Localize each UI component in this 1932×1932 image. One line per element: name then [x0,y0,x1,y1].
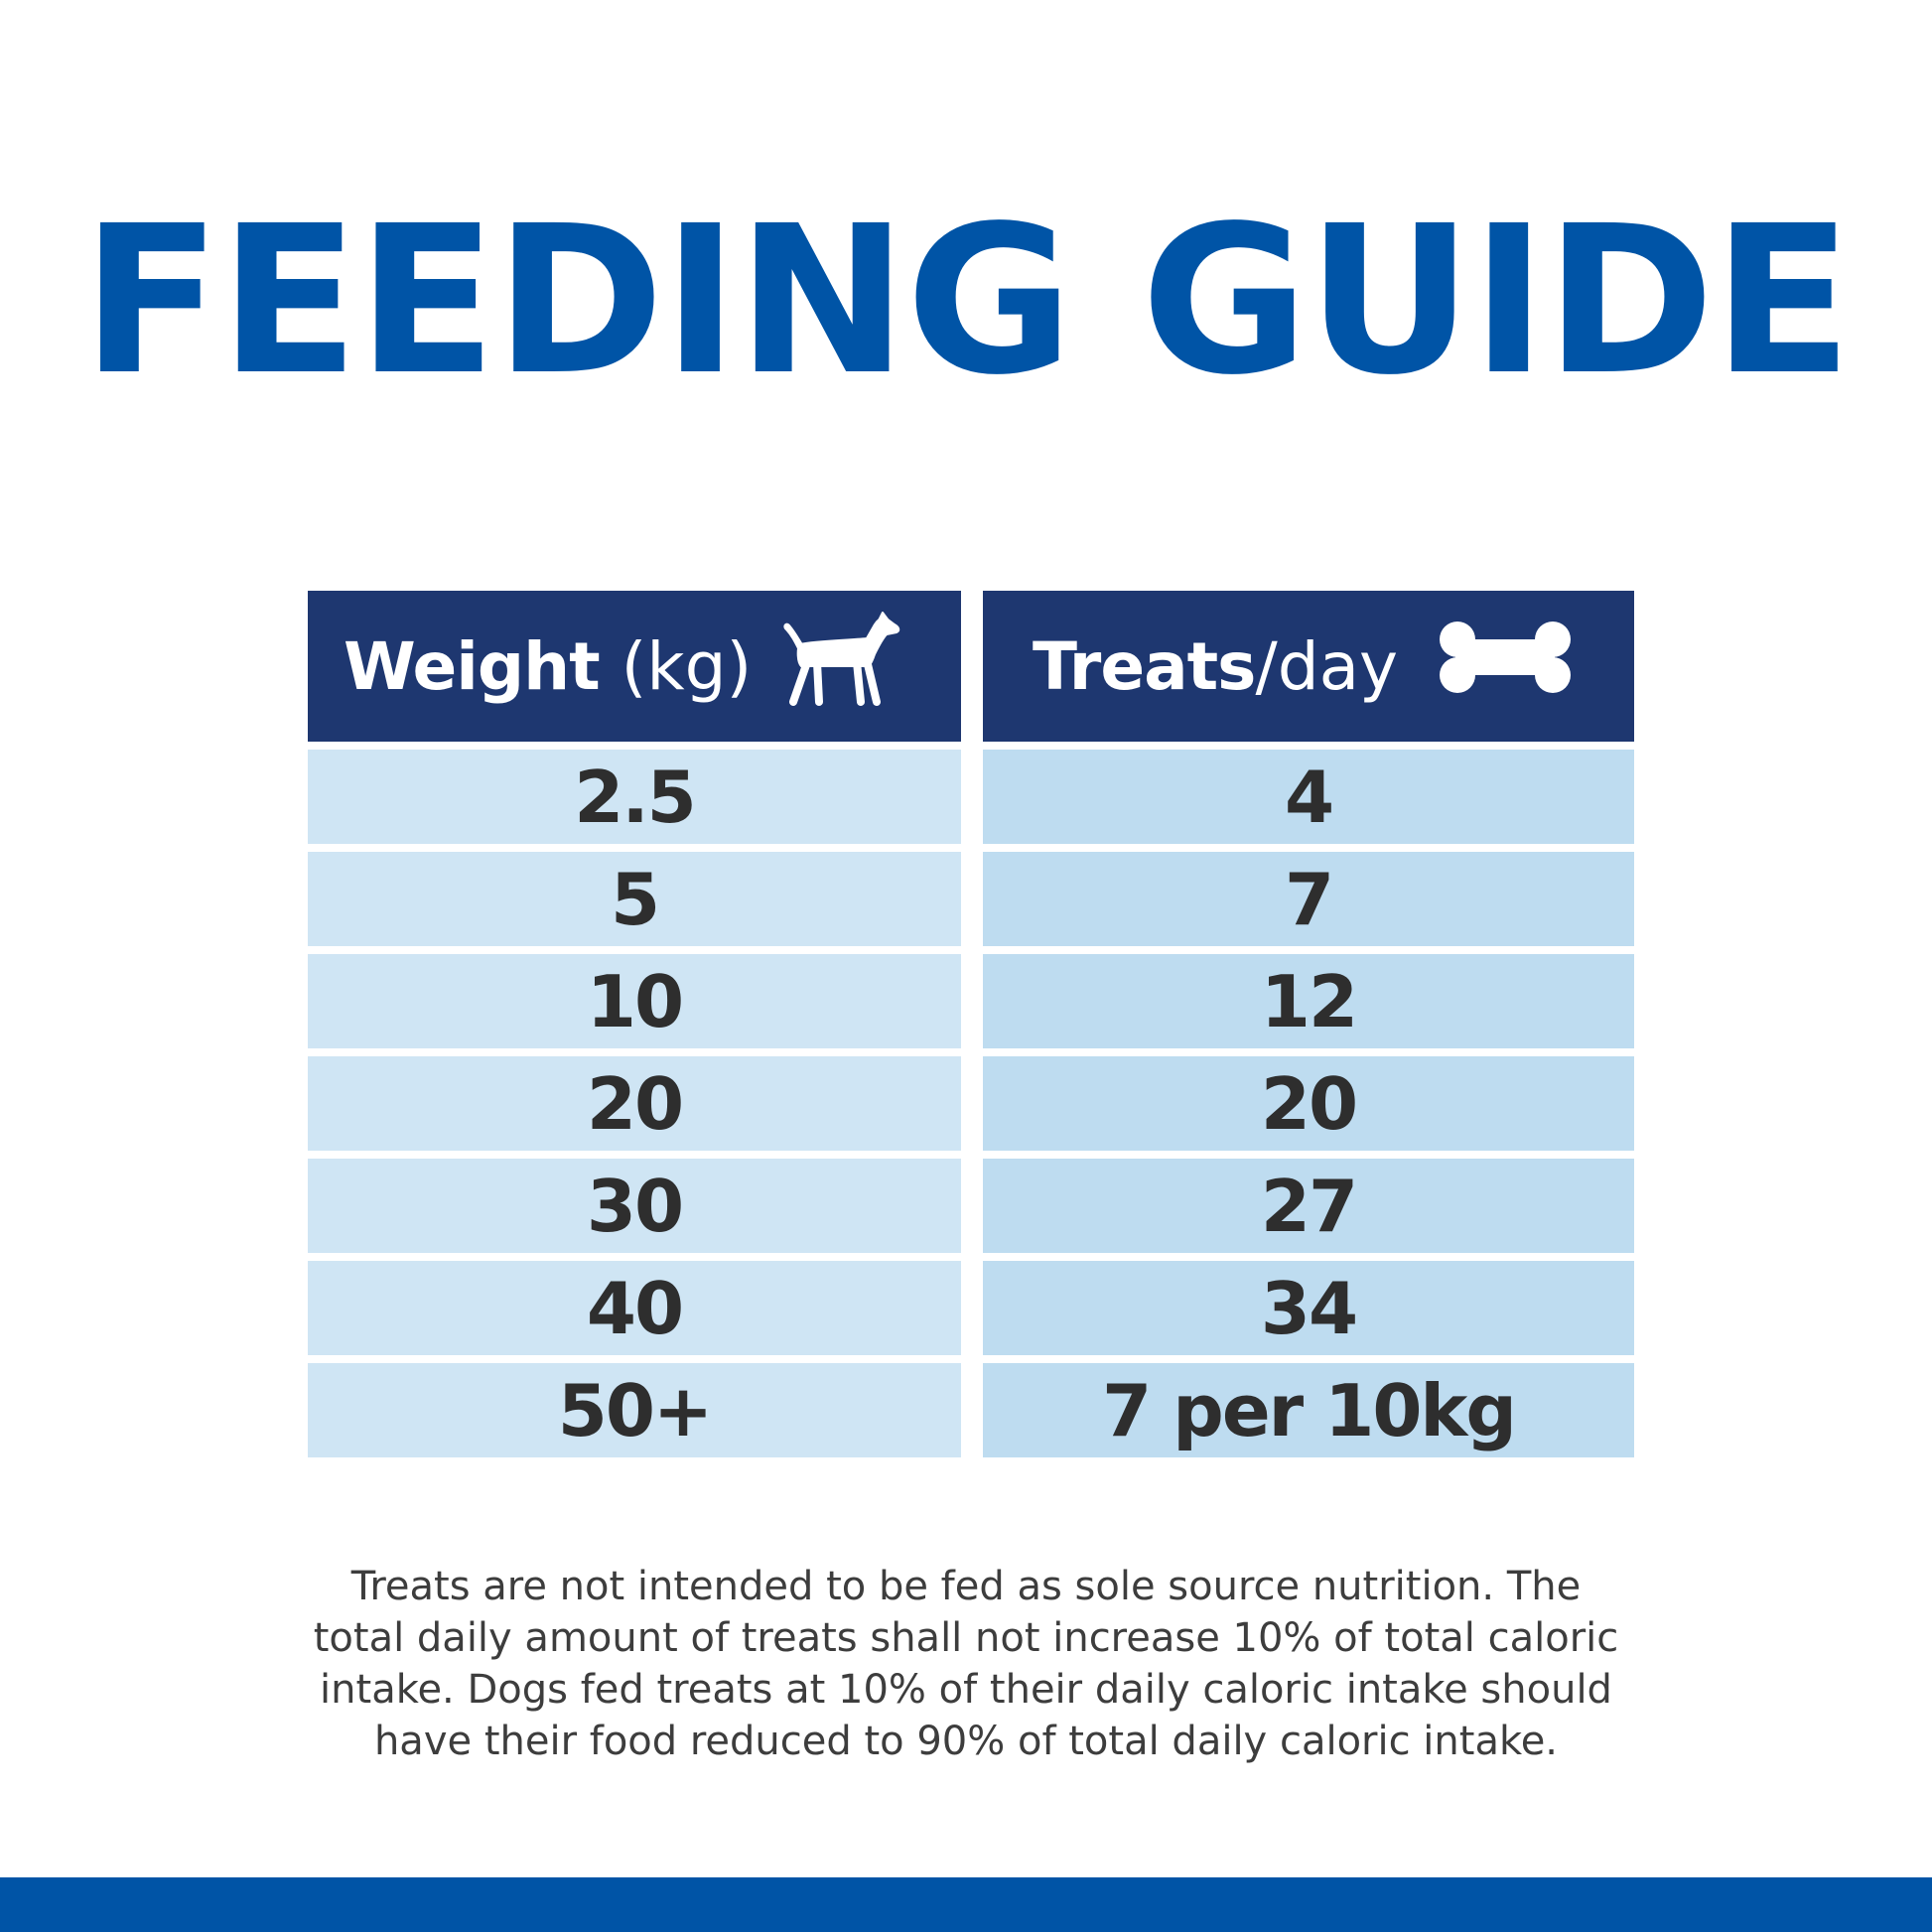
table-header-row: Weight (kg) Treats /day [308,591,1634,742]
bone-icon [1438,618,1573,715]
table-row: 40 34 [308,1261,1634,1355]
footnote: Treats are not intended to be fed as sol… [0,1561,1932,1767]
treats-cell: 20 [983,1056,1634,1151]
weight-cell: 40 [308,1261,961,1355]
weight-column-header: Weight (kg) [308,591,961,742]
table-row: 30 27 [308,1159,1634,1253]
weight-cell: 2.5 [308,750,961,844]
weight-cell: 5 [308,852,961,946]
table-row: 20 20 [308,1056,1634,1151]
weight-cell: 30 [308,1159,961,1253]
table-row: 2.5 4 [308,750,1634,844]
weight-cell: 10 [308,954,961,1048]
treats-cell: 7 per 10kg [983,1363,1634,1457]
page-title: FEEDING GUIDE [81,182,1853,420]
weight-header-label: Weight [344,627,601,705]
bottom-brand-band [0,1877,1932,1932]
weight-header-unit: (kg) [621,627,753,705]
weight-cell: 50+ [308,1363,961,1457]
treats-cell: 4 [983,750,1634,844]
table-row: 5 7 [308,852,1634,946]
footnote-line: have their food reduced to 90% of total … [373,1719,1559,1764]
weight-cell: 20 [308,1056,961,1151]
treats-header-unit: /day [1255,627,1399,705]
footnote-line: Treats are not intended to be fed as sol… [350,1564,1582,1609]
table-row: 10 12 [308,954,1634,1048]
treats-cell: 27 [983,1159,1634,1253]
table-row: 50+ 7 per 10kg [308,1363,1634,1457]
treats-cell: 12 [983,954,1634,1048]
treats-cell: 34 [983,1261,1634,1355]
footnote-line: intake. Dogs fed treats at 10% of their … [320,1667,1612,1713]
treats-cell: 7 [983,852,1634,946]
treats-column-header: Treats /day [983,591,1634,742]
feeding-table: Weight (kg) Treats /day [308,591,1634,1465]
dog-icon [779,611,902,722]
footnote-line: total daily amount of treats shall not i… [313,1615,1619,1661]
treats-header-label: Treats [1033,627,1256,705]
